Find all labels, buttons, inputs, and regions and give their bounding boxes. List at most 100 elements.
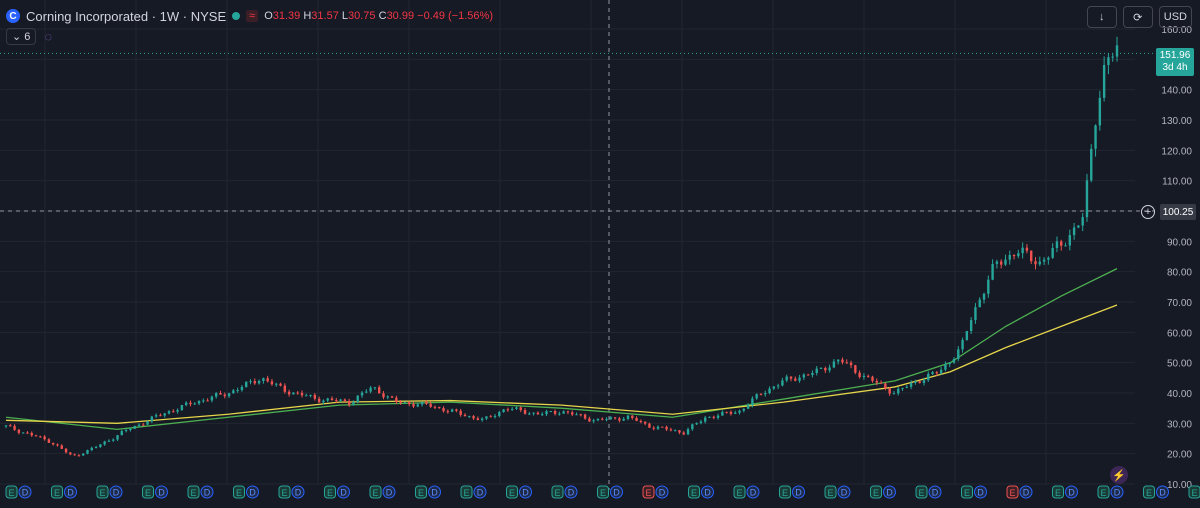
- candle-body: [686, 429, 690, 435]
- market-status-icon[interactable]: [232, 12, 241, 20]
- last-price-value: 151.96: [1159, 50, 1191, 61]
- dividend-marker: [1156, 485, 1169, 499]
- earnings-marker: [142, 485, 154, 499]
- dividend-marker: [610, 485, 623, 499]
- symbol-title[interactable]: Corning Incorporated · 1W · NYSE: [26, 8, 227, 24]
- candle-body: [772, 386, 776, 389]
- candle-body: [399, 402, 402, 404]
- candle-body: [939, 369, 943, 374]
- dividend-marker-label: D: [386, 488, 393, 498]
- candle-body: [99, 444, 102, 448]
- candle-body: [734, 412, 737, 414]
- candle-body: [1115, 45, 1119, 57]
- candle-body: [390, 396, 394, 398]
- candle-body: [154, 415, 158, 417]
- dividend-marker: [1110, 485, 1124, 499]
- candle-body: [601, 418, 604, 420]
- candle-body: [77, 455, 81, 457]
- y-tick-label: 30.00: [1167, 419, 1192, 430]
- candle-body: [626, 415, 630, 419]
- earnings-marker: [506, 485, 518, 499]
- candle-body: [781, 380, 784, 386]
- dividend-marker: [382, 485, 396, 499]
- candle-body: [566, 411, 570, 413]
- candle-body: [472, 416, 475, 419]
- candle-body: [952, 359, 956, 363]
- compare-button[interactable]: ⟳: [1122, 6, 1153, 28]
- ma-line: [5, 268, 1118, 431]
- candle-body: [635, 417, 638, 422]
- candle-body: [232, 390, 235, 394]
- candle-body: [991, 263, 994, 280]
- candle-body: [965, 331, 969, 340]
- earnings-marker: [597, 485, 609, 499]
- candle-body: [347, 400, 351, 405]
- candle-body: [133, 425, 136, 429]
- earnings-marker-label: E: [418, 488, 424, 498]
- candle-body: [360, 392, 364, 396]
- earnings-marker-label: E: [8, 488, 14, 498]
- dividend-marker-label: D: [704, 488, 711, 498]
- candle-body: [862, 375, 866, 378]
- dividend-marker-label: D: [659, 488, 666, 498]
- candle-body: [1081, 217, 1084, 226]
- y-tick-label: 160.00: [1161, 25, 1192, 36]
- data-delay-icon[interactable]: ≈: [246, 10, 259, 22]
- candle-body: [150, 416, 154, 422]
- currency-select[interactable]: USD: [1158, 6, 1192, 28]
- candle-body: [446, 411, 450, 413]
- candle-body: [47, 439, 51, 443]
- y-tick-label: 90.00: [1167, 237, 1192, 248]
- candle-body: [669, 429, 673, 431]
- candle-body: [884, 383, 887, 389]
- earnings-marker-label: E: [554, 488, 560, 498]
- candle-body: [815, 368, 818, 374]
- earnings-marker-label: E: [236, 488, 242, 498]
- earnings-marker: [915, 485, 928, 499]
- candle-body: [901, 387, 904, 389]
- indicators-toggle-button[interactable]: ⌄ 6: [6, 28, 37, 45]
- candle-body: [897, 388, 900, 394]
- flash-icon[interactable]: ⚡: [1110, 466, 1128, 484]
- candle-body: [871, 376, 874, 381]
- ohlc-low-label: L: [341, 10, 349, 22]
- download-button[interactable]: ↓: [1086, 6, 1117, 28]
- crosshair-price-label: 100.25: [1160, 204, 1196, 220]
- candle-body: [1107, 57, 1110, 65]
- candle-body: [540, 414, 544, 416]
- earnings-marker: [1188, 485, 1200, 499]
- candle-body: [905, 386, 909, 388]
- candle-body: [704, 417, 707, 422]
- ohlc-low-value: 30.75: [348, 10, 376, 22]
- earnings-marker: [824, 485, 837, 499]
- symbol-logo-icon[interactable]: C: [6, 9, 20, 23]
- candle-body: [124, 430, 128, 432]
- candle-body: [326, 398, 329, 401]
- dividend-marker: [883, 485, 896, 499]
- earnings-marker-label: E: [327, 488, 333, 498]
- candle-body: [798, 377, 801, 381]
- dividend-marker-label: D: [67, 488, 74, 498]
- earnings-marker: [1052, 485, 1064, 499]
- candle-body: [746, 405, 750, 409]
- candle-body: [382, 393, 385, 398]
- candle-body: [253, 381, 256, 384]
- candle-body: [51, 442, 55, 445]
- add-alert-icon[interactable]: +: [1141, 205, 1155, 219]
- candle-body: [558, 413, 561, 415]
- candle-body: [515, 407, 518, 409]
- candle-body: [553, 411, 557, 414]
- legend-header: C Corning Incorporated · 1W · NYSE ≈ O31…: [6, 6, 493, 26]
- candle-body: [262, 378, 265, 382]
- candle-body: [1064, 245, 1067, 247]
- dividend-marker-label: D: [613, 488, 620, 498]
- candle-body: [39, 436, 42, 438]
- dividend-marker-label: D: [1023, 488, 1030, 498]
- earnings-marker-label: E: [782, 488, 788, 498]
- candle-body: [214, 393, 218, 397]
- candle-body: [403, 402, 407, 404]
- candle-body: [343, 399, 347, 401]
- candle-body: [978, 299, 981, 308]
- earnings-marker-label: E: [1146, 488, 1152, 498]
